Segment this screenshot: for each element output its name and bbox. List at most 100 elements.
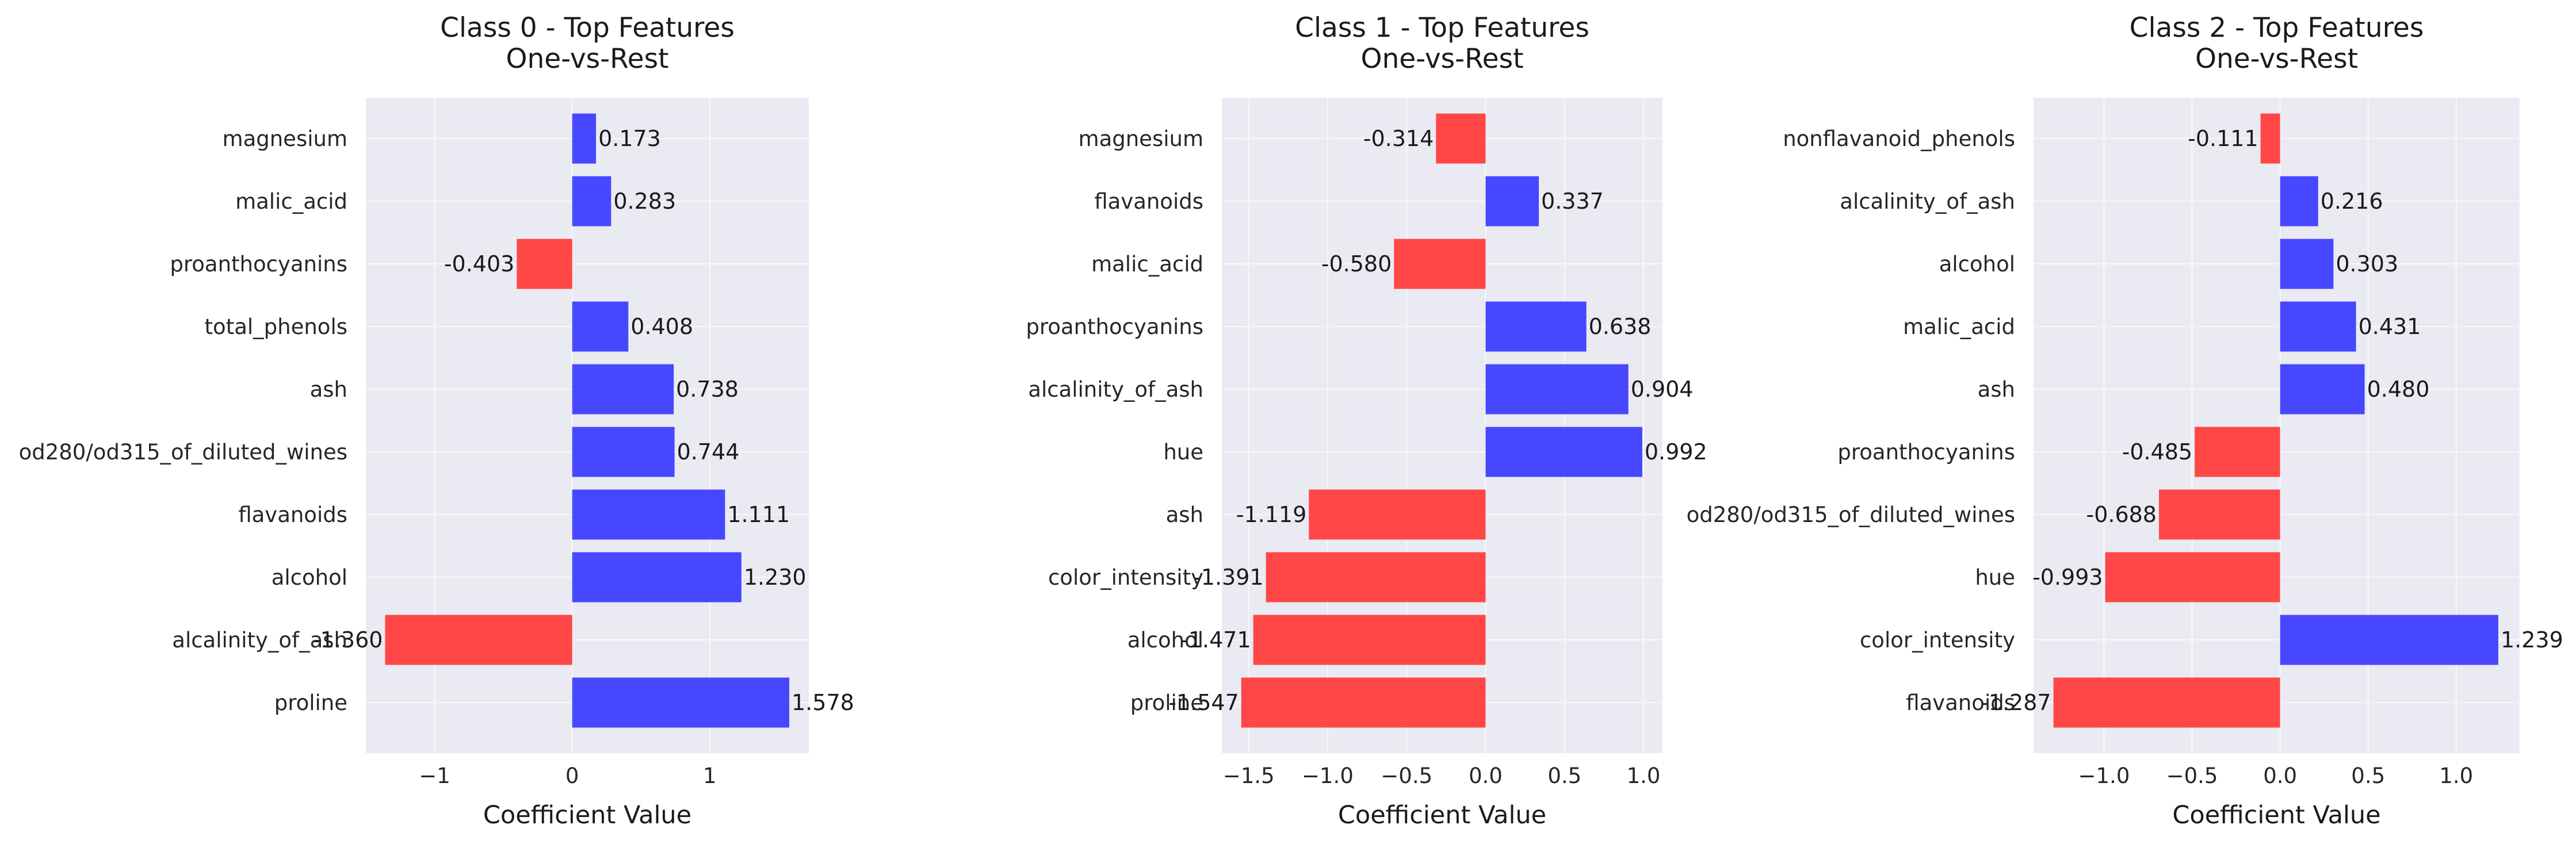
data-label: -1.391 (1193, 565, 1264, 590)
bar-ash (1309, 489, 1486, 540)
y-tick-label: flavanoids (238, 502, 347, 527)
y-tick-label: magnesium (1079, 126, 1203, 151)
data-label: 0.638 (1589, 314, 1652, 339)
bar-nonflavanoid-phenols (2260, 113, 2280, 164)
y-tick-label: color_intensity (1048, 565, 1203, 590)
data-label: -0.111 (2188, 126, 2258, 151)
bar-color-intensity (1266, 552, 1486, 603)
data-label: -1.287 (1981, 690, 2051, 715)
data-label: 0.337 (1541, 189, 1604, 214)
data-label: -0.403 (444, 251, 515, 277)
y-tick-label: proline (274, 690, 347, 715)
y-tick-label: alcohol (1939, 252, 2015, 277)
data-label: 0.216 (2321, 189, 2383, 214)
bar-alcalinity-of-ash (2280, 176, 2318, 227)
data-label: -0.688 (2086, 502, 2157, 527)
y-tick-label: alcalinity_of_ash (1840, 189, 2015, 214)
y-tick-label: proanthocyanins (1026, 314, 1203, 339)
data-label: 1.239 (2501, 627, 2563, 653)
bar-proanthocyanins (1485, 301, 1587, 352)
x-tick-label: −0.5 (1381, 764, 1432, 788)
charts-container: Class 0 - Top FeaturesOne-vs-Rest0.173ma… (19, 12, 2563, 830)
y-tick-label: proanthocyanins (1837, 440, 2015, 465)
bar-magnesium (572, 113, 597, 164)
bar-flavanoids (572, 489, 725, 540)
y-tick-label: ash (1978, 377, 2015, 402)
chart-title-line: One-vs-Rest (506, 43, 668, 75)
x-tick-label: −1 (419, 764, 450, 788)
y-tick-label: alcohol (272, 565, 347, 590)
y-tick-label: od280/od315_of_diluted_wines (1687, 502, 2015, 527)
y-tick-label: malic_acid (1091, 252, 1203, 277)
data-label: -0.314 (1363, 126, 1434, 151)
bar-hue (1485, 427, 1642, 477)
x-tick-label: −1.5 (1223, 764, 1275, 788)
data-label: 0.283 (613, 189, 676, 214)
y-tick-label: proanthocyanins (170, 252, 347, 277)
data-label: 1.578 (792, 690, 854, 715)
data-label: -0.993 (2032, 565, 2103, 590)
y-tick-label: hue (1163, 440, 1203, 465)
bar-alcalinity-of-ash (385, 615, 572, 665)
x-tick-label: −1.0 (1302, 764, 1354, 788)
x-tick-label: 0.5 (1547, 764, 1581, 788)
y-tick-label: magnesium (223, 126, 347, 151)
bar-proline (1241, 677, 1486, 728)
data-label: 0.480 (2367, 377, 2430, 402)
y-tick-label: flavanoids (1906, 690, 2015, 715)
x-axis-label: Coefficient Value (2172, 801, 2380, 830)
bar-malic-acid (2280, 301, 2356, 352)
bar-od280-od315-of-diluted-wines (2158, 489, 2280, 540)
x-tick-label: 1.0 (2439, 764, 2473, 788)
bar-ash (572, 364, 674, 415)
data-label: 0.431 (2359, 314, 2421, 339)
data-label: 0.744 (677, 439, 740, 465)
y-tick-label: flavanoids (1094, 189, 1203, 214)
data-label: -1.119 (1236, 502, 1307, 527)
bar-od280-od315-of-diluted-wines (572, 427, 675, 477)
bar-proanthocyanins (2195, 427, 2280, 477)
y-tick-label: ash (1166, 502, 1203, 527)
y-tick-label: alcalinity_of_ash (1028, 377, 1203, 402)
y-tick-label: ash (310, 377, 347, 402)
data-label: 0.992 (1645, 439, 1707, 465)
bar-alcohol (1253, 615, 1486, 665)
y-tick-label: total_phenols (205, 314, 347, 339)
data-label: -1.360 (312, 627, 383, 653)
bar-proline (572, 677, 790, 728)
data-label: 0.173 (598, 126, 661, 151)
chart-title-line: One-vs-Rest (2195, 43, 2358, 75)
bar-flavanoids (2053, 677, 2280, 728)
bar-malic-acid (572, 176, 611, 227)
data-label: -1.471 (1180, 627, 1251, 653)
y-tick-label: color_intensity (1860, 628, 2015, 653)
bar-malic-acid (1394, 239, 1486, 289)
data-label: -0.580 (1321, 251, 1392, 277)
chart-title-line: One-vs-Rest (1360, 43, 1523, 75)
data-label: -0.485 (2122, 439, 2193, 465)
y-tick-label: alcalinity_of_ash (172, 628, 347, 653)
chart-title-line: Class 0 - Top Features (440, 12, 735, 44)
x-tick-label: 0.0 (2263, 764, 2297, 788)
x-tick-label: −0.5 (2166, 764, 2218, 788)
bar-alcohol (572, 552, 742, 603)
data-label: 1.111 (727, 502, 790, 527)
chart-title-line: Class 2 - Top Features (2130, 12, 2424, 44)
bar-flavanoids (1485, 176, 1539, 227)
x-tick-label: 1 (703, 764, 717, 788)
bar-alcalinity-of-ash (1485, 364, 1629, 415)
x-tick-label: 0 (565, 764, 579, 788)
x-axis-label: Coefficient Value (1338, 801, 1546, 830)
x-tick-label: 1.0 (1627, 764, 1661, 788)
data-label: 0.408 (630, 314, 693, 339)
y-tick-label: od280/od315_of_diluted_wines (19, 440, 347, 465)
x-tick-label: 0.5 (2351, 764, 2385, 788)
data-label: 0.738 (676, 377, 739, 402)
bar-proanthocyanins (517, 239, 572, 289)
data-label: -1.547 (1168, 690, 1239, 715)
bar-ash (2280, 364, 2365, 415)
